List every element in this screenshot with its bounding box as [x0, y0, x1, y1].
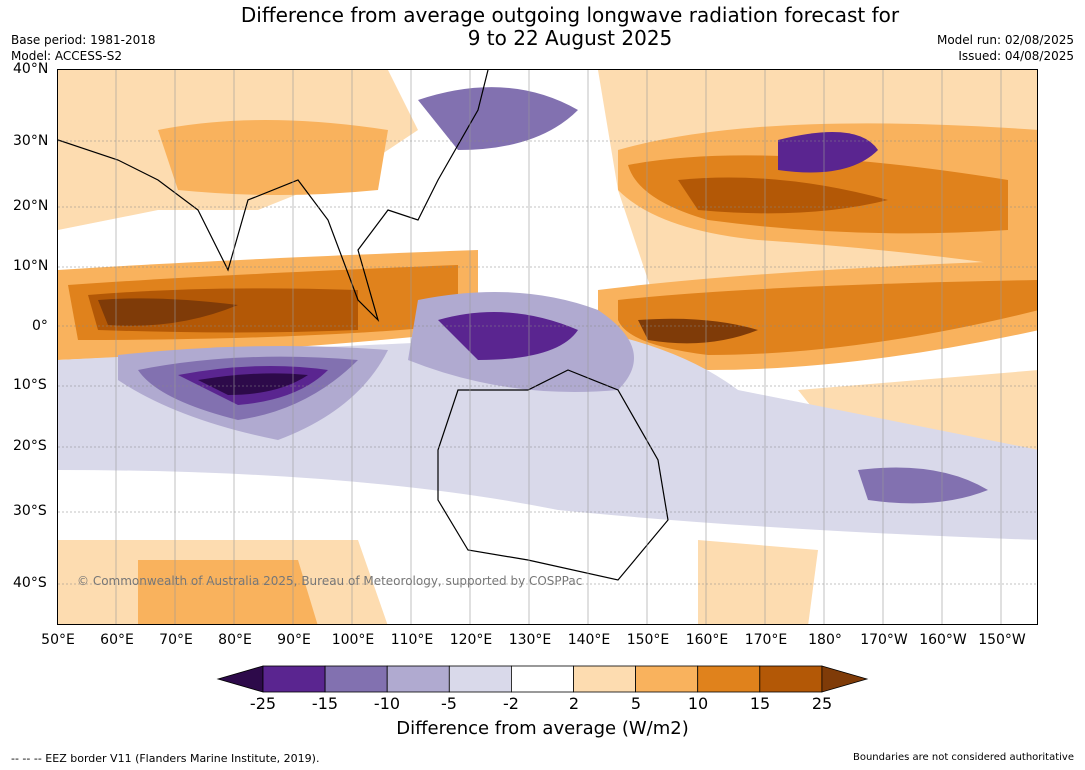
anomaly-region-purple-east-asia [418, 87, 578, 150]
olr-anomaly-map [57, 69, 1038, 625]
lon-label: 70°E [159, 632, 193, 648]
anomaly-region-darkest-brown-pacific [638, 318, 758, 344]
anomaly-region-purple-south-pacific [858, 467, 988, 504]
title-line-1: Difference from average outgoing longwav… [240, 3, 900, 27]
colorbar-swatch [386, 665, 450, 693]
lon-label: 150°E [626, 632, 670, 648]
map-title: Difference from average outgoing longwav… [150, 4, 990, 50]
lat-label: 10°N [13, 258, 49, 274]
lon-label: 90°E [277, 632, 311, 648]
colorbar-tick: 25 [811, 694, 833, 713]
eez-border-legend: -- -- -- EEZ border V11 (Flanders Marine… [11, 752, 320, 765]
colorbar-swatch [573, 665, 636, 693]
graticule [58, 140, 1037, 585]
lon-label: 160°W [919, 632, 967, 648]
anomaly-region-orange-south-indian [138, 560, 318, 624]
colorbar-tick: -5 [441, 694, 457, 713]
meridians [115, 70, 1002, 624]
colorbar-swatch [759, 665, 823, 693]
anomaly-region-brown-north-pacific [678, 177, 888, 214]
boundaries-disclaimer: Boundaries are not considered authoritat… [852, 752, 1074, 763]
issued-date: Issued: 04/08/2025 [958, 49, 1074, 63]
colorbar-tick: -10 [373, 694, 401, 713]
colorbar-swatch [448, 665, 512, 693]
lon-label: 180° [808, 632, 842, 648]
lat-label: 20°S [13, 438, 47, 454]
lat-label: 20°N [13, 198, 49, 214]
model-name: Model: ACCESS-S2 [11, 49, 123, 63]
colorbar-label: Difference from average (W/m2) [396, 718, 689, 739]
meta-left: Base period: 1981-2018 Model: ACCESS-S2 [11, 32, 156, 64]
lon-label: 80°E [218, 632, 252, 648]
anomaly-region-deep-purple-maritime [438, 312, 578, 360]
lon-label: 110°E [390, 632, 434, 648]
lon-label: 150°W [978, 632, 1026, 648]
lat-label: 10°S [13, 377, 47, 393]
anomaly-region-deep-purple-north-pacific [778, 132, 878, 173]
title-line-2: 9 to 22 August 2025 [467, 26, 673, 50]
lon-label: 170°W [860, 632, 908, 648]
colorbar-extend-high [821, 665, 869, 693]
colorbar-tick: 5 [630, 694, 642, 713]
lat-label: 40°S [13, 575, 47, 591]
copyright-notice: © Commonwealth of Australia 2025, Bureau… [77, 574, 583, 588]
lon-label: 120°E [449, 632, 493, 648]
lat-label: 0° [32, 318, 48, 334]
colorbar-tick: -15 [311, 694, 339, 713]
colorbar-tick: 15 [749, 694, 771, 713]
colorbar-tick: 10 [687, 694, 709, 713]
model-run: Model run: 02/08/2025 [936, 33, 1074, 47]
anomaly-region-orange-south-asia [158, 120, 388, 195]
anomaly-region-darkest-brown-indian [98, 298, 238, 326]
colorbar-swatches [216, 665, 869, 693]
lon-label: 170°E [744, 632, 788, 648]
lon-label: 100°E [331, 632, 375, 648]
colorbar-extend-low [216, 665, 264, 693]
lat-label: 40°N [13, 61, 49, 77]
colorbar-swatch [635, 665, 699, 693]
asia-outline [58, 70, 489, 323]
australia-outline [437, 369, 669, 581]
colorbar-swatch [324, 665, 388, 693]
colorbar-tick: -25 [249, 694, 277, 713]
lat-label: 30°N [13, 133, 49, 149]
colorbar-tick: -2 [503, 694, 519, 713]
colorbar-tick: 2 [568, 694, 580, 713]
lon-label: 130°E [508, 632, 552, 648]
colorbar-swatch [262, 665, 326, 693]
lon-label: 160°E [685, 632, 729, 648]
lat-label: 30°S [13, 503, 47, 519]
base-period: Base period: 1981-2018 [11, 33, 156, 47]
anomaly-region-light-orange-tasman [698, 540, 818, 624]
colorbar-swatch [510, 665, 574, 693]
colorbar-swatch [697, 665, 761, 693]
lon-label: 140°E [567, 632, 611, 648]
colorbar [216, 665, 869, 693]
lon-label: 50°E [41, 632, 75, 648]
anomaly-region-darkest-purple-indian [198, 373, 308, 395]
meta-right: Model run: 02/08/2025 Issued: 04/08/2025 [937, 32, 1074, 64]
map-svg [58, 70, 1037, 624]
lon-label: 60°E [100, 632, 134, 648]
